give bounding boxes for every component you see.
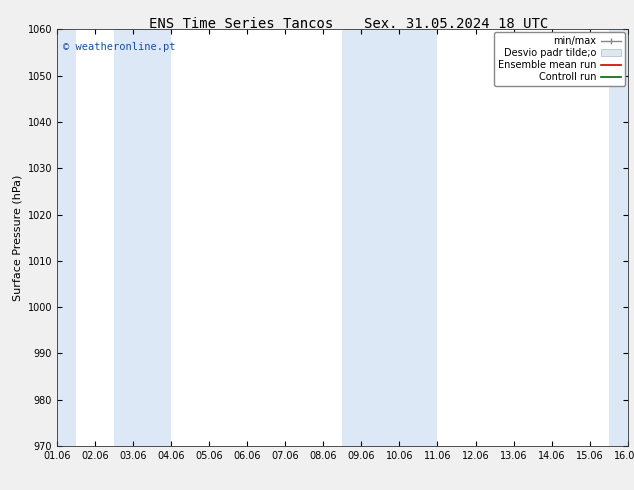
Bar — [342, 29, 437, 446]
Y-axis label: Surface Pressure (hPa): Surface Pressure (hPa) — [12, 174, 22, 301]
Legend: min/max, Desvio padr tilde;o, Ensemble mean run, Controll run: min/max, Desvio padr tilde;o, Ensemble m… — [494, 32, 624, 86]
Text: © weatheronline.pt: © weatheronline.pt — [63, 42, 175, 52]
Bar — [57, 29, 76, 446]
Bar — [114, 29, 171, 446]
Text: ENS Time Series Tancos: ENS Time Series Tancos — [149, 17, 333, 31]
Text: Sex. 31.05.2024 18 UTC: Sex. 31.05.2024 18 UTC — [365, 17, 548, 31]
Bar — [609, 29, 628, 446]
